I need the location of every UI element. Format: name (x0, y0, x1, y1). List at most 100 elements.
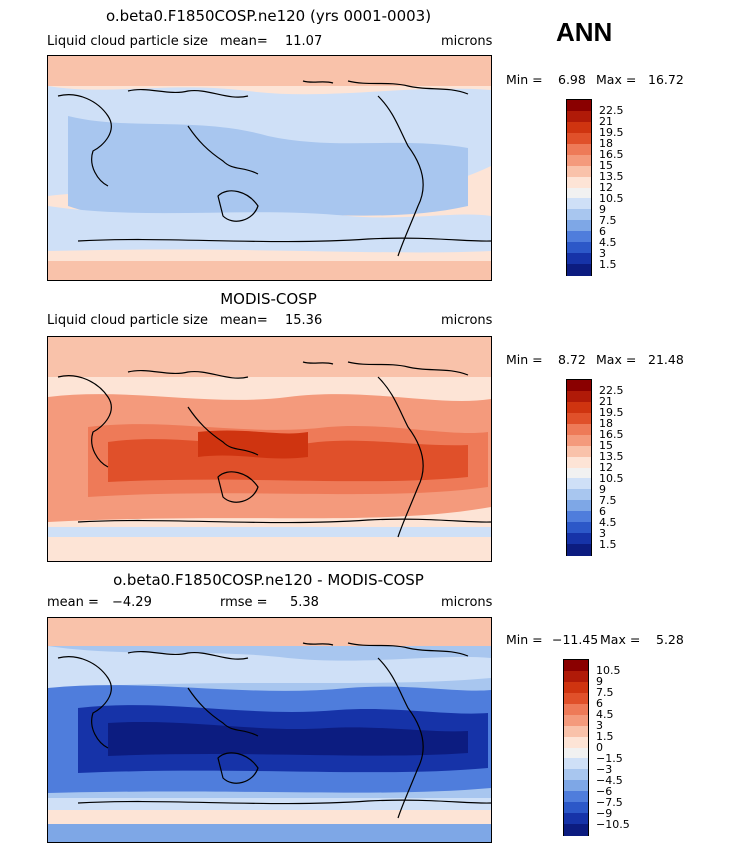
colorbar-swatch (567, 445, 591, 458)
colorbar-tick: 12 (599, 461, 613, 474)
colorbar-tick: 21 (599, 115, 613, 128)
colorbar-swatch (567, 264, 591, 276)
colorbar-tick: −6 (596, 785, 613, 798)
max-value: 21.48 (648, 352, 684, 367)
colorbar-swatch (567, 209, 591, 221)
colorbar-swatch (567, 242, 591, 254)
colorbar-swatch (564, 747, 588, 759)
world-map (47, 55, 492, 281)
colorbar-tick: 9 (599, 483, 606, 496)
colorbar-swatch (567, 187, 591, 199)
colorbar-swatch (567, 121, 591, 134)
colorbar-tick: 1.5 (599, 538, 617, 551)
colorbar-swatch (564, 758, 588, 770)
colorbar-swatch (567, 401, 591, 414)
colorbar-tick: 12 (599, 181, 613, 194)
colorbar-swatch (564, 769, 588, 781)
colorbar-swatch (567, 544, 591, 556)
mean-value: 11.07 (285, 34, 323, 49)
colorbar-swatch (567, 467, 591, 479)
colorbar-tick: 18 (599, 417, 613, 430)
colorbar-tick: 21 (599, 395, 613, 408)
colorbar-tick: 6 (599, 505, 606, 518)
diff-mean-value: −4.29 (112, 595, 152, 610)
colorbar-tick: 6 (596, 697, 603, 710)
colorbar-tick: 3 (596, 719, 603, 732)
colorbar-swatch (567, 220, 591, 232)
colorbar-swatch (564, 681, 588, 694)
colorbar-tick: 22.5 (599, 104, 624, 117)
colorbar-tick: 7.5 (599, 494, 617, 507)
panel-title: MODIS-COSP (220, 290, 317, 308)
world-map (47, 336, 492, 562)
colorbar-tick: 9 (599, 203, 606, 216)
colorbar-swatch (564, 725, 588, 738)
colorbar-swatch (567, 500, 591, 512)
colorbar-tick: −1.5 (596, 752, 623, 765)
colorbar-swatch (564, 824, 588, 836)
colorbar-tick: −10.5 (596, 818, 630, 831)
colorbar-swatch (567, 143, 591, 156)
max-label: Max = (600, 632, 641, 647)
world-map (47, 617, 492, 843)
colorbar: 22.5 21 19.5 18 16.5 15 13.5 12 10.5 9 7… (566, 99, 656, 276)
colorbar-tick: 16.5 (599, 148, 624, 161)
colorbar-tick: −4.5 (596, 774, 623, 787)
colorbar-tick: 1.5 (599, 258, 617, 271)
colorbar-swatch (567, 231, 591, 243)
min-value: −11.45 (552, 632, 599, 647)
mean-value: 15.36 (285, 313, 323, 328)
min-label: Min = (506, 632, 543, 647)
colorbar-tick: 4.5 (596, 708, 614, 721)
colorbar-tick: −3 (596, 763, 613, 776)
colorbar-swatch (567, 380, 591, 392)
map-field-difference (48, 618, 491, 842)
colorbar-tick: 13.5 (599, 450, 624, 463)
colorbar-swatch (567, 511, 591, 523)
colorbar-swatch (567, 489, 591, 501)
colorbar-tick: 7.5 (599, 214, 617, 227)
colorbar-swatch (564, 736, 588, 748)
units-label: microns (441, 313, 493, 328)
colorbar-tick: 19.5 (599, 406, 624, 419)
colorbar: 22.5 21 19.5 18 16.5 15 13.5 12 10.5 9 7… (566, 379, 656, 556)
colorbar-tick: 10.5 (599, 472, 624, 485)
colorbar-swatch (567, 533, 591, 545)
min-label: Min = (506, 352, 543, 367)
panel-title: o.beta0.F1850COSP.ne120 - MODIS-COSP (113, 571, 424, 589)
colorbar-swatch (567, 154, 591, 167)
colorbar-swatch (567, 434, 591, 447)
colorbar-swatch (567, 412, 591, 425)
colorbar-swatch (567, 522, 591, 534)
mean-label: mean= (220, 313, 268, 328)
colorbar-tick: 7.5 (596, 686, 614, 699)
colorbar-tick: 6 (599, 225, 606, 238)
colorbar-tick: 3 (599, 527, 606, 540)
rmse-value: 5.38 (290, 595, 319, 610)
variable-label: Liquid cloud particle size (47, 313, 209, 328)
colorbar-tick: 18 (599, 137, 613, 150)
min-value: 6.98 (558, 72, 586, 87)
map-field-observation (48, 337, 491, 561)
colorbar-tick: 4.5 (599, 236, 617, 249)
colorbar: 10.5 9 7.5 6 4.5 3 1.5 0 −1.5 −3 −4.5 −6… (563, 659, 653, 836)
colorbar-swatch (567, 423, 591, 436)
mean-label: mean= (220, 34, 268, 49)
colorbar-swatch (564, 813, 588, 825)
colorbar-tick: 13.5 (599, 170, 624, 183)
colorbar-tick: −9 (596, 807, 613, 820)
colorbar-swatch (567, 110, 591, 123)
colorbar-swatch (567, 100, 591, 112)
colorbar-swatch (567, 176, 591, 188)
colorbar-swatch (564, 670, 588, 683)
colorbar-tick: 10.5 (599, 192, 624, 205)
season-label: ANN (556, 17, 613, 47)
colorbar-tick: 3 (599, 247, 606, 260)
colorbar-swatch (564, 714, 588, 727)
colorbar-tick: 4.5 (599, 516, 617, 529)
colorbar-swatch (564, 791, 588, 803)
colorbar-tick: 22.5 (599, 384, 624, 397)
colorbar-tick: 0 (596, 741, 603, 754)
colorbar-swatch (564, 660, 588, 672)
colorbar-swatch (567, 478, 591, 490)
